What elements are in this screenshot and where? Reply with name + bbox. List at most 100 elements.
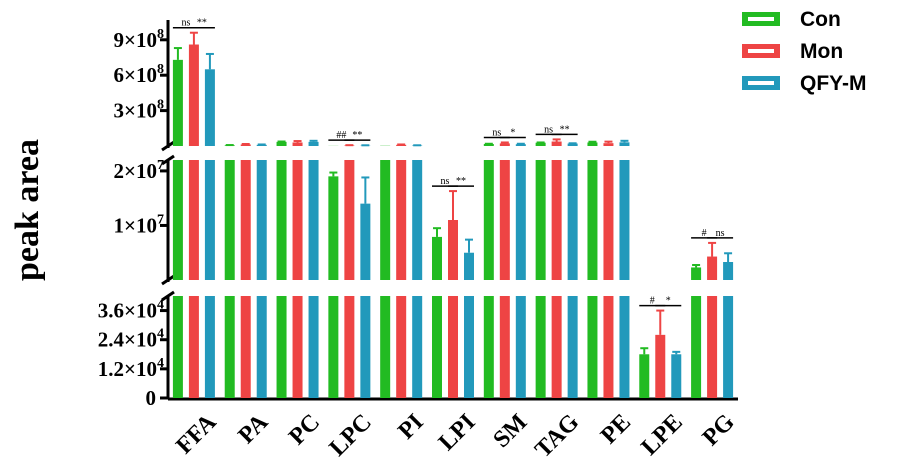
- x-category-label: SM: [489, 409, 533, 453]
- bar-con-lpi-middle: [432, 236, 442, 280]
- bar-mon-pa-bottom: [240, 296, 251, 398]
- bar-mon-pa-middle: [240, 160, 251, 280]
- bar-qfy-m-lpi-middle: [464, 252, 474, 280]
- x-category-label: LPE: [636, 409, 687, 460]
- y-tick-label: 1×107: [114, 212, 164, 237]
- bar-con-pe-top: [587, 142, 598, 146]
- bar-mon-sm-bottom: [499, 296, 510, 398]
- bar-con-pa-middle: [224, 160, 235, 280]
- significance-label: ns: [492, 127, 501, 138]
- bar-con-pa-bottom: [224, 296, 235, 398]
- bar-con-lpi-bottom: [432, 296, 442, 398]
- y-tick-label: 0: [146, 386, 157, 410]
- legend-swatch-inner: [748, 81, 774, 85]
- significance-label: ns: [181, 18, 190, 29]
- bar-qfy-m-ffa-bottom: [204, 296, 215, 398]
- bar-qfy-m-pc-bottom: [308, 296, 319, 398]
- bar-con-pg-bottom: [691, 296, 702, 398]
- bar-mon-pe-bottom: [603, 296, 614, 398]
- significance-label: #: [650, 296, 655, 307]
- bar-qfy-m-pe-bottom: [619, 296, 630, 398]
- bar-mon-pa-top: [240, 144, 251, 146]
- bar-qfy-m-pe-middle: [619, 160, 630, 280]
- y-ticks: 3×108 6×108 9×108 1×107 2×107 0 1.2×104 2.4×104…: [98, 27, 168, 410]
- x-category-label: PI: [393, 409, 428, 444]
- bar-qfy-m-lpc-middle: [360, 203, 371, 280]
- bar-qfy-m-pc-top: [308, 141, 319, 146]
- significance-label: **: [560, 124, 570, 135]
- bar-qfy-m-pi-middle: [412, 160, 423, 280]
- axis-break-mark: [161, 274, 175, 286]
- bar-mon-sm-middle: [499, 160, 510, 280]
- bar-con-ffa-bottom: [172, 296, 183, 398]
- significance-label: **: [352, 130, 362, 141]
- bar-mon-tag-top: [551, 141, 562, 146]
- bar-mon-ffa-top: [188, 44, 199, 146]
- bar-qfy-m-pc-middle: [308, 160, 319, 280]
- bar-mon-lpe-bottom: [655, 334, 666, 398]
- x-category-label: PA: [234, 409, 274, 449]
- bar-mon-lpi-middle: [448, 220, 458, 280]
- bar-qfy-m-lpc-bottom: [360, 296, 371, 398]
- significance-label: ##: [336, 130, 346, 141]
- y-tick-label: 6×108: [114, 62, 164, 87]
- error-bars: [173, 31, 733, 355]
- bar-con-pg-middle: [691, 267, 702, 280]
- y-tick-label: 2.4×104: [98, 327, 164, 352]
- x-category-label: PG: [698, 409, 740, 451]
- bar-mon-pi-bottom: [396, 296, 407, 398]
- bar-con-sm-top: [483, 143, 494, 146]
- bar-mon-pc-bottom: [292, 296, 303, 398]
- bar-mon-pe-middle: [603, 160, 614, 280]
- axis-break-mark: [161, 140, 175, 152]
- bar-qfy-m-sm-middle: [515, 160, 526, 280]
- bar-mon-pi-middle: [396, 160, 407, 280]
- bar-qfy-m-pg-bottom: [723, 296, 734, 398]
- bar-qfy-m-sm-top: [515, 144, 526, 146]
- bar-mon-tag-bottom: [551, 296, 562, 398]
- significance-label: *: [666, 296, 671, 307]
- legend-swatch-inner: [748, 17, 774, 21]
- significance-label: **: [197, 18, 207, 29]
- bar-con-pc-top: [276, 141, 287, 146]
- bar-con-pe-middle: [587, 160, 598, 280]
- bar-mon-ffa-bottom: [188, 296, 199, 398]
- bar-mon-pg-middle: [707, 256, 718, 280]
- bar-con-sm-bottom: [483, 296, 494, 398]
- significance-annotations: ns ** ## ** ns ** ns * ns ** # * # ns: [172, 18, 734, 307]
- y-tick-label: 1.2×104: [98, 356, 164, 381]
- bar-mon-lpc-middle: [344, 160, 355, 280]
- bar-mon-lpi-bottom: [448, 296, 458, 398]
- x-category-label: PC: [284, 409, 325, 450]
- significance-label: *: [510, 127, 515, 138]
- legend-label-qfy-m: QFY-M: [800, 72, 867, 95]
- y-tick-label: 3.6×104: [98, 298, 164, 323]
- bar-qfy-m-lpe-bottom: [671, 354, 682, 398]
- y-axis-label: peak area: [9, 139, 46, 281]
- bars: [172, 44, 734, 398]
- bar-con-ffa-top: [172, 59, 183, 146]
- bar-mon-tag-middle: [551, 160, 562, 280]
- y-tick-label: 9×108: [114, 27, 164, 52]
- bar-mon-pg-bottom: [707, 296, 718, 398]
- legend-swatch-inner: [748, 49, 774, 53]
- bar-qfy-m-ffa-top: [204, 69, 215, 146]
- axes: [161, 20, 738, 401]
- bar-mon-pc-top: [292, 142, 303, 146]
- bar-con-sm-middle: [483, 160, 494, 280]
- bar-qfy-m-ffa-middle: [204, 160, 215, 280]
- bar-con-pe-bottom: [587, 296, 598, 398]
- bar-qfy-m-tag-middle: [567, 160, 578, 280]
- bar-con-pi-bottom: [380, 296, 391, 398]
- legend-label-mon: Mon: [800, 40, 843, 63]
- x-category-label: LPC: [325, 409, 377, 461]
- significance-label: #: [702, 228, 707, 239]
- bar-con-lpe-bottom: [639, 354, 650, 398]
- bar-mon-sm-top: [499, 143, 510, 146]
- significance-label: ns: [716, 228, 725, 239]
- x-category-label: FFA: [171, 409, 222, 460]
- bar-con-lpc-middle: [328, 176, 339, 280]
- legend: Con Mon QFY-M: [742, 8, 867, 95]
- bar-qfy-m-pi-bottom: [412, 296, 423, 398]
